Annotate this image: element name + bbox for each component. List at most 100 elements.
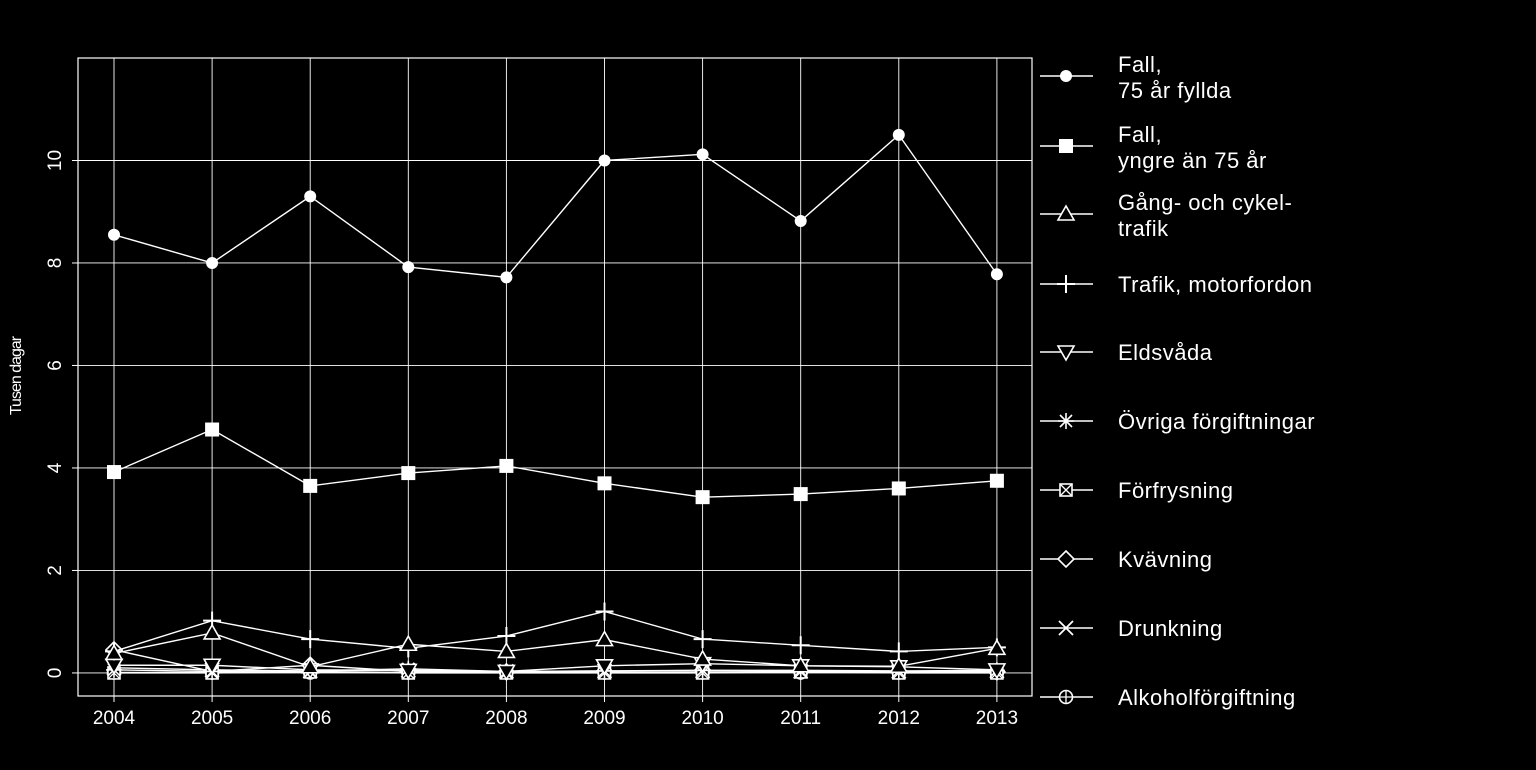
data-point-plus bbox=[693, 630, 712, 649]
legend-item: Alkoholförgiftning bbox=[1040, 685, 1296, 710]
data-point-circle-plus bbox=[1059, 690, 1073, 704]
x-tick-label: 2009 bbox=[583, 708, 625, 729]
series-line bbox=[113, 133, 998, 279]
x-tick-label: 2004 bbox=[93, 708, 136, 729]
data-point-triangle-down bbox=[1056, 345, 1076, 362]
series-2 bbox=[107, 422, 1004, 505]
y-axis-label: Tusen dagar bbox=[8, 335, 25, 415]
x-tick-label: 2010 bbox=[681, 708, 723, 729]
series-3 bbox=[104, 623, 1007, 674]
data-point-square bbox=[891, 481, 906, 496]
series-line bbox=[113, 632, 998, 668]
x-tick-label: 2013 bbox=[976, 708, 1018, 729]
data-point-circle bbox=[206, 256, 219, 269]
x-tick-label: 2005 bbox=[191, 708, 233, 729]
data-point-square bbox=[989, 473, 1004, 488]
data-point-circle bbox=[892, 128, 905, 141]
data-point-asterisk bbox=[1058, 413, 1074, 429]
data-point-square bbox=[499, 458, 514, 473]
data-point-circle bbox=[1060, 70, 1072, 82]
data-point-triangle-down bbox=[202, 658, 222, 675]
data-point-triangle-down bbox=[497, 664, 516, 682]
legend-item: Fall, yngre än 75 år bbox=[1040, 122, 1267, 173]
data-point-square bbox=[107, 465, 121, 480]
data-point-square bbox=[695, 490, 710, 505]
legend-label: Fall, 75 år fyllda bbox=[1118, 52, 1232, 103]
x-tick-label: 2008 bbox=[485, 708, 527, 729]
data-point-triangle-up bbox=[398, 634, 418, 652]
series-line bbox=[113, 610, 997, 653]
data-point-triangle-up bbox=[104, 643, 124, 661]
plot-frame bbox=[77, 57, 1033, 697]
data-point-circle bbox=[402, 261, 415, 274]
data-point-triangle-down bbox=[398, 663, 418, 680]
legend-label: Fall, yngre än 75 år bbox=[1118, 122, 1267, 173]
series-line bbox=[113, 668, 997, 673]
data-point-triangle-down bbox=[987, 663, 1007, 680]
data-point-triangle-down bbox=[595, 658, 614, 676]
data-point-triangle-up bbox=[1056, 204, 1076, 221]
data-point-square bbox=[793, 487, 808, 502]
legend-label: Trafik, motorfordon bbox=[1118, 272, 1313, 297]
data-point-square bbox=[401, 466, 416, 481]
data-point-square bbox=[597, 476, 612, 491]
axes: 2004 2005 2006 2007 2008 2009 2010 2011 2012 2013… bbox=[45, 150, 1018, 729]
legend-label: Övriga förgiftningar bbox=[1118, 409, 1315, 434]
legend-item: Förfrysning bbox=[1040, 478, 1234, 503]
series-line bbox=[114, 671, 997, 674]
x-tick-label: 2006 bbox=[289, 708, 331, 729]
series-line bbox=[113, 428, 997, 498]
legend-item: Gång- och cykel-trafik bbox=[1040, 190, 1292, 241]
data-point-plus bbox=[1057, 275, 1075, 293]
data-point-plus bbox=[301, 630, 320, 649]
series-group bbox=[104, 128, 1007, 682]
legend: Fall, 75 år fyllda Fall, yngre än 75 år Gång… bbox=[1040, 52, 1315, 710]
data-point-triangle-up bbox=[595, 630, 614, 647]
data-point-triangle-up bbox=[300, 657, 320, 674]
y-tick-label: 6 bbox=[45, 360, 66, 371]
data-point-square-x bbox=[1059, 483, 1073, 497]
legend-item: Fall, 75 år fyllda bbox=[1040, 52, 1232, 103]
legend-item: Eldsvåda bbox=[1040, 340, 1213, 365]
data-point-circle bbox=[990, 268, 1003, 281]
legend-label: Gång- och cykel-trafik bbox=[1118, 190, 1292, 241]
legend-label: Eldsvåda bbox=[1118, 340, 1213, 365]
y-tick-label: 0 bbox=[45, 668, 66, 679]
x-tick-label: 2007 bbox=[387, 708, 429, 729]
y-tick-label: 4 bbox=[45, 462, 66, 473]
data-point-triangle-up bbox=[693, 649, 712, 666]
legend-item: Kvävning bbox=[1040, 547, 1213, 572]
data-point-square bbox=[1059, 139, 1073, 153]
data-point-triangle-up bbox=[889, 656, 909, 674]
legend-label: Kvävning bbox=[1118, 547, 1213, 572]
legend-label: Alkoholförgiftning bbox=[1118, 685, 1296, 710]
data-point-plus bbox=[595, 602, 614, 621]
data-point-plus bbox=[791, 636, 810, 655]
data-point-triangle-up bbox=[497, 641, 516, 659]
data-point-circle bbox=[304, 190, 317, 203]
legend-item: Drunkning bbox=[1040, 616, 1223, 641]
data-point-square bbox=[303, 478, 318, 493]
data-point-square bbox=[205, 422, 220, 437]
legend-label: Förfrysning bbox=[1118, 478, 1234, 503]
legend-item: Trafik, motorfordon bbox=[1040, 272, 1313, 297]
data-point-diamond bbox=[1056, 549, 1076, 569]
y-tick-label: 10 bbox=[45, 150, 66, 171]
legend-item: Övriga förgiftningar bbox=[1040, 409, 1315, 434]
series-1 bbox=[108, 128, 1003, 284]
data-point-triangle-up bbox=[791, 656, 811, 673]
data-point-triangle-up bbox=[987, 638, 1007, 656]
y-tick-label: 8 bbox=[45, 258, 66, 269]
data-point-circle bbox=[598, 154, 611, 167]
y-tick-label: 2 bbox=[45, 565, 66, 576]
legend-label: Drunkning bbox=[1118, 616, 1223, 641]
x-tick-label: 2012 bbox=[878, 708, 920, 729]
data-point-x bbox=[1058, 620, 1074, 636]
data-point-triangle-up bbox=[202, 623, 222, 640]
data-point-circle bbox=[108, 228, 120, 241]
data-point-circle bbox=[696, 148, 709, 161]
data-point-circle bbox=[794, 214, 807, 227]
x-tick-label: 2011 bbox=[780, 708, 821, 729]
